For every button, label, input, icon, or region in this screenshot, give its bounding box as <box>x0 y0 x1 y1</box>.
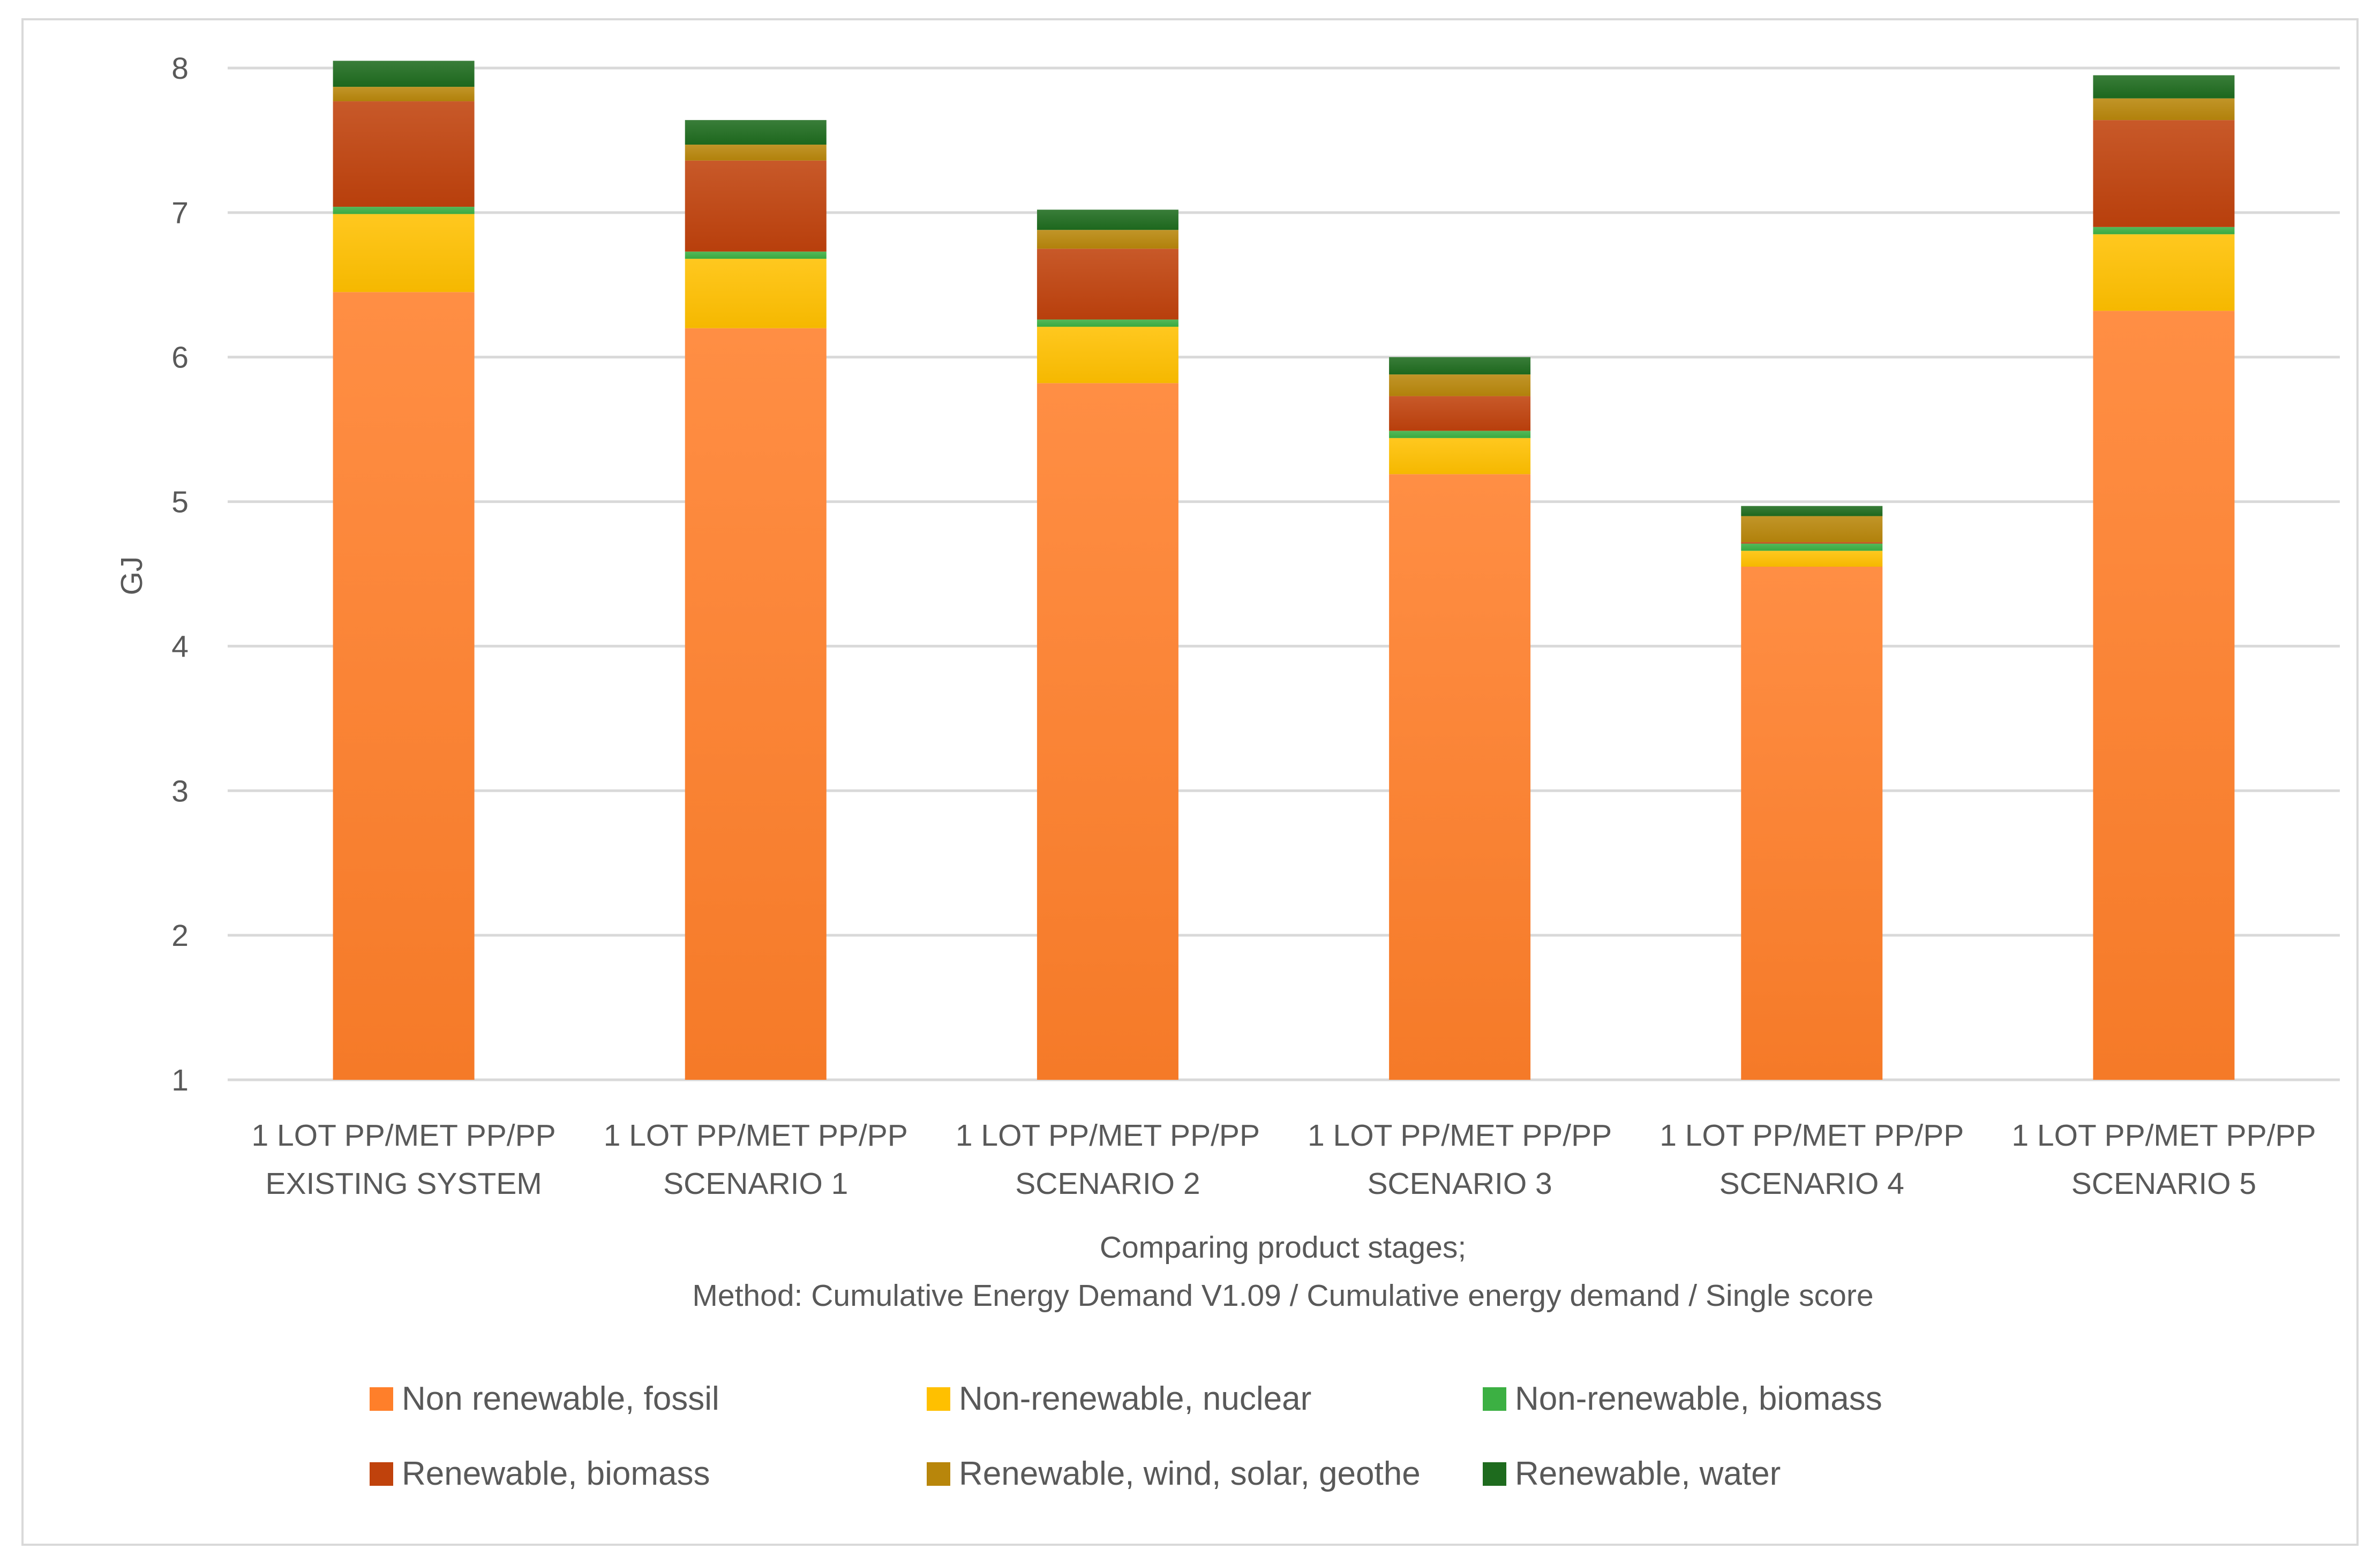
x-axis-categories: 1 LOT PP/MET PP/PP EXISTING SYSTEM 1 LOT P… <box>252 1118 2316 1201</box>
y-axis-title: GJ <box>115 557 149 596</box>
legend-item: Non renewable, fossil <box>370 1380 719 1417</box>
legend-swatch <box>927 1462 950 1486</box>
x-axis-title-line: Comparing product stages; <box>1100 1230 1466 1265</box>
bar-segment <box>1037 249 1178 320</box>
x-category-label: EXISTING SYSTEM <box>265 1167 542 1201</box>
legend-item: Renewable, biomass <box>370 1455 710 1492</box>
legend-label: Renewable, wind, solar, geothe <box>959 1455 1421 1492</box>
legend-item: Non-renewable, nuclear <box>927 1380 1311 1417</box>
bar-segment <box>685 145 827 161</box>
y-tick-label: 8 <box>171 51 189 86</box>
x-axis-title: Comparing product stages; Method: Cumulat… <box>692 1230 1873 1313</box>
bar-segment <box>1389 357 1531 375</box>
bar-segment <box>2093 120 2235 227</box>
bar-stack <box>1037 209 1178 1080</box>
bar-segment <box>1389 374 1531 396</box>
bar-segment <box>333 61 475 87</box>
legend: Non renewable, fossil Non-renewable, nucl… <box>370 1380 1882 1492</box>
bar-stack <box>2093 75 2235 1080</box>
legend-label: Renewable, water <box>1515 1455 1781 1492</box>
bar-segment <box>1389 396 1531 431</box>
x-category-label: SCENARIO 5 <box>2071 1167 2256 1201</box>
y-axis-ticks: 1 2 3 4 5 6 7 8 <box>171 51 189 1097</box>
y-tick-label: 4 <box>171 629 189 664</box>
y-tick-label: 3 <box>171 774 189 808</box>
bar-segment <box>333 207 475 214</box>
bar-segment <box>1037 383 1178 1080</box>
legend-label: Renewable, biomass <box>402 1455 710 1492</box>
bar-segment <box>1037 319 1178 327</box>
bar-segment <box>685 259 827 328</box>
x-category-label: 1 LOT PP/MET PP/PP <box>604 1118 908 1153</box>
bar-segment <box>2093 234 2235 311</box>
bar-segment <box>2093 75 2235 99</box>
legend-swatch <box>1483 1387 1506 1411</box>
bar-segment <box>1741 543 1883 551</box>
bar-stack <box>1389 357 1531 1080</box>
bar-segment <box>1741 542 1883 544</box>
legend-item: Renewable, water <box>1483 1455 1781 1492</box>
y-tick-label: 2 <box>171 919 189 953</box>
x-category-label: SCENARIO 2 <box>1015 1167 1200 1201</box>
bar-segment <box>1389 431 1531 438</box>
bar-segment <box>2093 311 2235 1080</box>
bar-stack <box>1741 506 1883 1080</box>
x-category-label: 1 LOT PP/MET PP/PP <box>956 1118 1260 1153</box>
bar-segment <box>685 160 827 252</box>
x-category-label: 1 LOT PP/MET PP/PP <box>2011 1118 2316 1153</box>
bar-segment <box>1389 474 1531 1080</box>
legend-label: Non renewable, fossil <box>402 1380 719 1417</box>
x-category-label: 1 LOT PP/MET PP/PP <box>1660 1118 1964 1153</box>
x-category-label: 1 LOT PP/MET PP/PP <box>252 1118 556 1153</box>
bar-segment <box>1741 506 1883 516</box>
legend-item: Renewable, wind, solar, geothe <box>927 1455 1421 1492</box>
bar-segment <box>333 87 475 102</box>
bar-segment <box>1741 516 1883 543</box>
gridlines <box>228 66 2340 1081</box>
bar-segment <box>333 214 475 292</box>
legend-swatch <box>370 1387 393 1411</box>
x-category-label: SCENARIO 4 <box>1720 1167 1904 1201</box>
bar-segment <box>1741 551 1883 567</box>
y-tick-label: 1 <box>171 1063 189 1097</box>
bar-segment <box>2093 98 2235 121</box>
y-tick-label: 6 <box>171 341 189 375</box>
legend-swatch <box>370 1462 393 1486</box>
legend-item: Non-renewable, biomass <box>1483 1380 1882 1417</box>
bar-segment <box>333 101 475 207</box>
bar-stack <box>333 61 475 1080</box>
legend-swatch <box>1483 1462 1506 1486</box>
bar-segment <box>333 292 475 1080</box>
bar-segment <box>685 251 827 259</box>
bar-segment <box>685 328 827 1080</box>
bars <box>333 61 2235 1080</box>
bar-segment <box>2093 227 2235 235</box>
legend-label: Non-renewable, nuclear <box>959 1380 1311 1417</box>
y-tick-label: 5 <box>171 485 189 520</box>
bar-segment <box>1037 327 1178 384</box>
y-tick-label: 7 <box>171 196 189 230</box>
x-category-label: 1 LOT PP/MET PP/PP <box>1308 1118 1612 1153</box>
bar-stack <box>685 120 827 1080</box>
x-category-label: SCENARIO 3 <box>1367 1167 1552 1201</box>
legend-label: Non-renewable, biomass <box>1515 1380 1882 1417</box>
x-category-label: SCENARIO 1 <box>663 1167 848 1201</box>
bar-segment <box>1741 567 1883 1080</box>
x-axis-title-line: Method: Cumulative Energy Demand V1.09 /… <box>692 1279 1873 1313</box>
bar-segment <box>1037 209 1178 230</box>
bar-segment <box>1037 230 1178 249</box>
legend-swatch <box>927 1387 950 1411</box>
bar-segment <box>685 120 827 145</box>
bar-segment <box>1389 438 1531 475</box>
